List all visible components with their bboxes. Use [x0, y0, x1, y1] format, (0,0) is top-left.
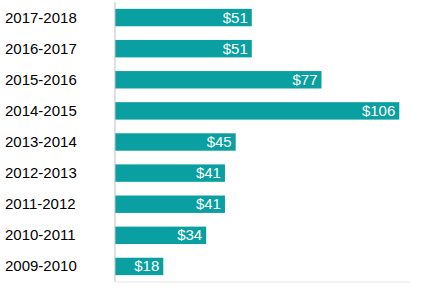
category-axis — [115, 2, 116, 282]
data-label: $41 — [196, 195, 221, 212]
category-label: 2010-2011 — [5, 226, 76, 243]
chart-svg: 2017-2018 $51 2016-2017 $51 2015-2016 $77 2014… — [0, 0, 425, 297]
data-label: $45 — [207, 133, 232, 150]
category-label: 2017-2018 — [5, 9, 77, 26]
bar — [115, 71, 322, 88]
category-label: 2009-2010 — [5, 257, 77, 274]
category-label: 2016-2017 — [5, 40, 77, 57]
data-label: $106 — [362, 102, 395, 119]
value-axis — [115, 282, 410, 283]
bar — [115, 40, 252, 57]
bar — [115, 258, 163, 275]
category-label: 2014-2015 — [5, 102, 77, 119]
category-label: 2013-2014 — [5, 133, 77, 150]
bars — [115, 9, 399, 275]
data-label: $77 — [292, 71, 317, 88]
bar — [115, 102, 399, 119]
data-label: $18 — [134, 257, 159, 274]
data-label: $51 — [223, 40, 248, 57]
category-label: 2011-2012 — [5, 195, 76, 212]
data-label: $51 — [223, 9, 248, 26]
bar — [115, 196, 225, 213]
bar — [115, 164, 225, 181]
labels: 2017-2018 $51 2016-2017 $51 2015-2016 $77 2014… — [5, 9, 395, 275]
data-label: $41 — [196, 164, 221, 181]
bar — [115, 9, 252, 26]
category-label: 2012-2013 — [5, 164, 77, 181]
bar — [115, 133, 236, 150]
data-label: $34 — [177, 226, 202, 243]
category-label: 2015-2016 — [5, 71, 77, 88]
bar — [115, 227, 206, 244]
chart-container: 2017-2018 $51 2016-2017 $51 2015-2016 $77 2014… — [0, 0, 425, 297]
